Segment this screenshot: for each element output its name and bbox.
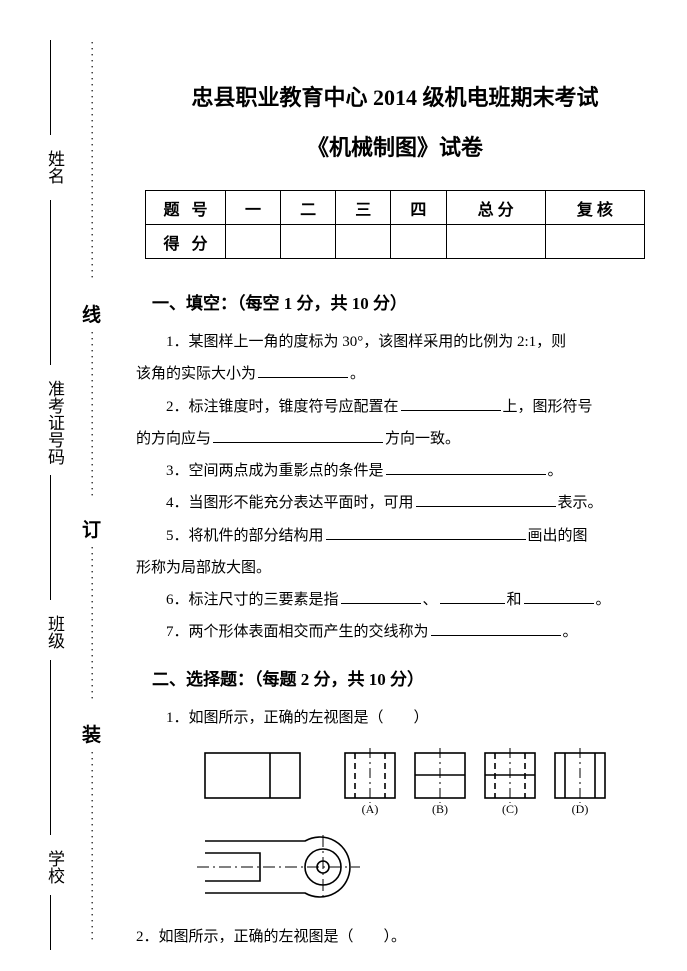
binding-dots: · · · · · · · · · · · · · · · · · · · · …: [90, 750, 92, 942]
svg-text:(D): (D): [572, 802, 589, 816]
q7-pre: 7．两个形体表面相交而产生的交线称为: [166, 624, 429, 640]
table-row: 得 分: [146, 225, 645, 259]
q6-mid2: 和: [507, 592, 522, 608]
q3: 3．空间两点成为重影点的条件是 。: [130, 455, 660, 487]
binding-line: [50, 475, 51, 600]
score-cell: [281, 225, 336, 259]
figure-block: (A) (B) (C) (D): [130, 748, 660, 913]
score-cell: 得 分: [146, 225, 226, 259]
q1-line2: 该角的实际大小为 。: [130, 358, 660, 390]
q4-pre: 4．当图形不能充分表达平面时，可用: [166, 495, 414, 511]
score-head-cell: 复核: [545, 191, 644, 225]
score-head-cell: 题 号: [146, 191, 226, 225]
label-admission: 准考证号码: [42, 380, 67, 465]
q4: 4．当图形不能充分表达平面时，可用 表示。: [130, 487, 660, 519]
q2a-post: 上，图形符号: [503, 399, 593, 415]
score-cell: [226, 225, 281, 259]
s2-q1: 1．如图所示，正确的左视图是（ ）: [130, 702, 660, 734]
binding-line: [50, 40, 51, 135]
blank: [258, 363, 348, 378]
q7-post: 。: [563, 624, 578, 640]
q1-post: 。: [350, 366, 365, 382]
q2b-post: 方向一致。: [385, 431, 460, 447]
svg-text:(C): (C): [502, 802, 518, 816]
score-cell: [545, 225, 644, 259]
exam-title-line2: 《机械制图》试卷: [130, 130, 660, 162]
section1-heading: 一、填空：（每空 1 分，共 10 分）: [152, 289, 660, 314]
q3-post: 。: [548, 463, 563, 479]
score-head-cell: 一: [226, 191, 281, 225]
binding-line: [50, 660, 51, 835]
score-head-cell: 总分: [446, 191, 545, 225]
score-cell: [391, 225, 446, 259]
section2-heading: 二、选择题：（每题 2 分，共 10 分）: [152, 665, 660, 690]
q5a-post: 画出的图: [528, 528, 588, 544]
binding-dots: · · · · · · · · · · · · · · · · · · · · …: [90, 545, 92, 701]
label-class: 班级: [42, 615, 67, 649]
blank: [440, 589, 505, 604]
binding-char-xian: 线: [82, 300, 101, 327]
score-cell: [446, 225, 545, 259]
binding-line: [50, 200, 51, 365]
q2b-pre: 的方向应与: [136, 431, 211, 447]
q5a-pre: 5．将机件的部分结构用: [166, 528, 324, 544]
exam-title-line1: 忠县职业教育中心 2014 级机电班期末考试: [130, 80, 660, 112]
score-head-cell: 四: [391, 191, 446, 225]
q4-post: 表示。: [558, 495, 603, 511]
score-table: 题 号 一 二 三 四 总分 复核 得 分: [145, 190, 645, 259]
binding-char-zhuang: 装: [82, 720, 101, 747]
q3-pre: 3．空间两点成为重影点的条件是: [166, 463, 384, 479]
binding-dots: · · · · · · · · · · · · · · · · · · · · …: [90, 330, 92, 498]
blank: [386, 460, 546, 475]
q5-line2: 形称为局部放大图。: [130, 552, 660, 584]
label-name: 姓名: [42, 150, 67, 184]
s2-q2: 2．如图所示，正确的左视图是（ ）。: [130, 921, 660, 953]
svg-text:(B): (B): [432, 802, 448, 816]
blank: [326, 525, 526, 540]
q7: 7．两个形体表面相交而产生的交线称为 。: [130, 616, 660, 648]
blank: [431, 621, 561, 636]
q2-line1: 2．标注锥度时，锥度符号应配置在 上，图形符号: [130, 391, 660, 423]
label-school: 学校: [42, 850, 67, 884]
blank: [416, 492, 556, 507]
blank: [213, 428, 383, 443]
score-head-cell: 三: [336, 191, 391, 225]
q1-pre: 该角的实际大小为: [136, 366, 256, 382]
q2-line2: 的方向应与 方向一致。: [130, 423, 660, 455]
binding-margin: 姓名 准考证号码 班级 学校 线 订 装 · · · · · · · · · ·…: [0, 0, 110, 971]
blank: [524, 589, 594, 604]
page-content: 忠县职业教育中心 2014 级机电班期末考试 《机械制图》试卷 题 号 一 二 …: [130, 60, 660, 953]
score-head-cell: 二: [281, 191, 336, 225]
table-row: 题 号 一 二 三 四 总分 复核: [146, 191, 645, 225]
q6-mid1: 、: [423, 592, 438, 608]
blank: [401, 396, 501, 411]
score-cell: [336, 225, 391, 259]
blank: [341, 589, 421, 604]
svg-text:(A): (A): [362, 802, 379, 816]
q1-line1: 1．某图样上一角的度标为 30°，该图样采用的比例为 2:1，则: [130, 326, 660, 358]
q6: 6．标注尺寸的三要素是指 、 和 。: [130, 584, 660, 616]
q2a-pre: 2．标注锥度时，锥度符号应配置在: [166, 399, 399, 415]
q5-line1: 5．将机件的部分结构用 画出的图: [130, 520, 660, 552]
binding-line: [50, 895, 51, 950]
drawing-svg: (A) (B) (C) (D): [175, 748, 615, 908]
q6-pre: 6．标注尺寸的三要素是指: [166, 592, 339, 608]
binding-dots: · · · · · · · · · · · · · · · · · · · · …: [90, 40, 92, 280]
binding-char-ding: 订: [82, 515, 101, 542]
q6-post: 。: [596, 592, 611, 608]
